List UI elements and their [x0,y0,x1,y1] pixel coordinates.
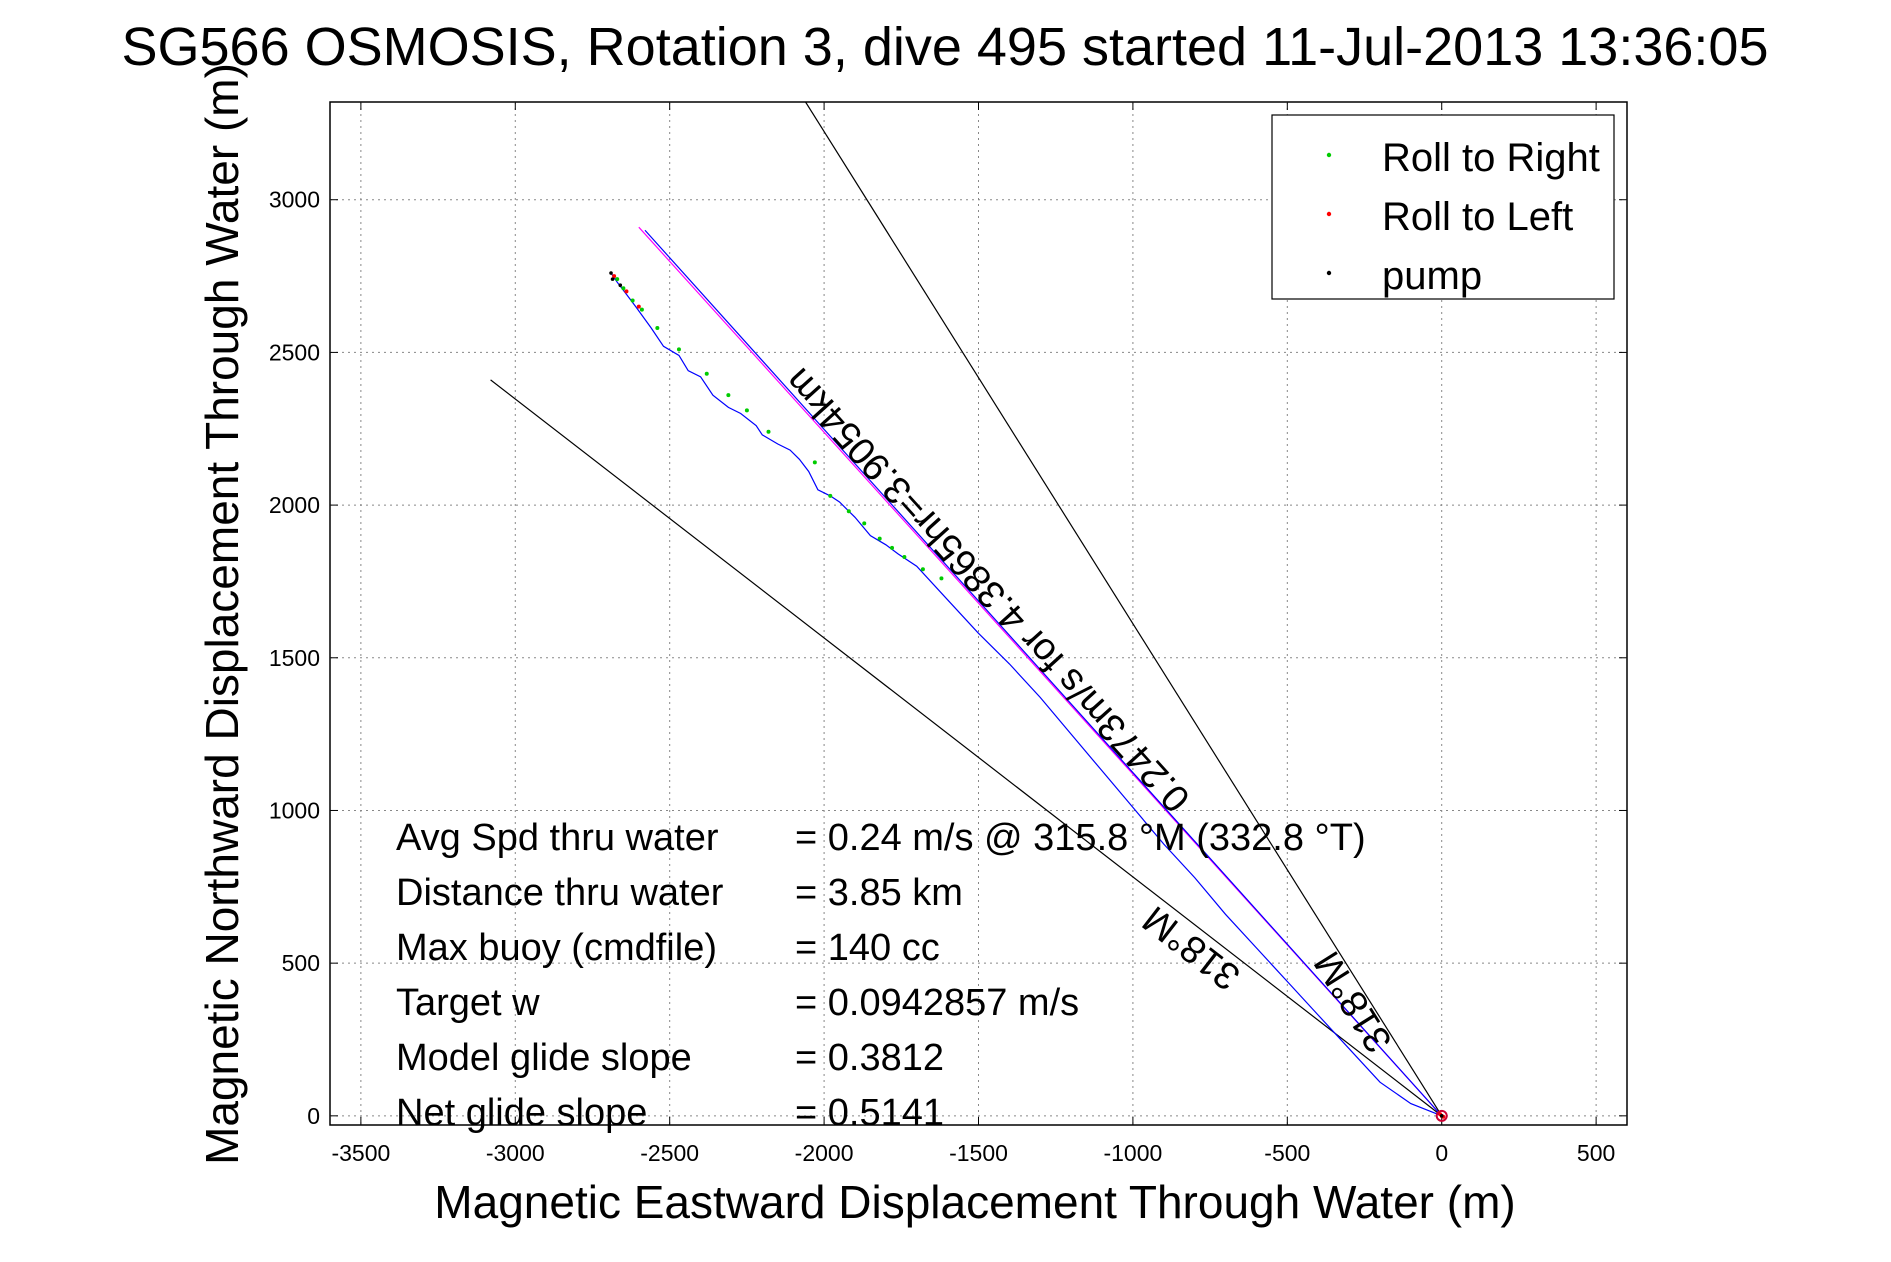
x-axis-label: Magnetic Eastward Displacement Through W… [434,1176,1515,1228]
annotation-label: Avg Spd thru water [396,817,719,859]
annotation-value: = 3.85 km [795,872,963,914]
annotation-value: = 0.24 m/s @ 315.8 °M (332.8 °T) [795,817,1366,859]
x-tick-label: 500 [1577,1140,1615,1166]
roll-right-point [902,555,907,560]
roll-right-point [939,576,944,581]
legend-marker [1326,211,1332,217]
x-tick-label: 0 [1435,1140,1448,1166]
x-tick-label: -3500 [331,1140,390,1166]
legend-marker [1326,152,1332,158]
roll-right-point [828,493,833,498]
y-tick-label: 500 [282,950,320,976]
legend: Roll to Right Roll to Left pump [1271,114,1615,300]
annotation-label: Model glide slope [396,1037,692,1079]
reference-line [490,379,1443,1117]
legend-marker [1326,270,1332,276]
roll-right-point [615,277,620,282]
roll-right-point [639,307,644,312]
y-tick-label: 3000 [269,187,320,213]
x-tick-label: -3000 [486,1140,545,1166]
glider-track [610,272,1442,1117]
reference-line [644,229,1443,1117]
roll-right-point [744,408,749,413]
roll-right-point [862,521,867,526]
roll-right-point [877,536,882,541]
x-tick-label: -500 [1264,1140,1310,1166]
pump-point [610,277,615,281]
y-tick-label: 1500 [269,645,320,671]
x-tick-label: -1000 [1103,1140,1162,1166]
pump-point [618,283,623,288]
annotation-value: = 0.0942857 m/s [795,982,1079,1024]
roll-right-point [846,509,851,514]
y-tick-label: 1000 [269,797,320,823]
y-tick-label: 2500 [269,339,320,365]
roll-right-point [890,545,895,550]
legend-label: Roll to Right [1382,136,1600,180]
annotation-value: = 0.5141 [795,1092,944,1134]
roll-right-point [630,298,635,303]
roll-left-point [612,274,617,279]
x-tick-label: -1500 [949,1140,1008,1166]
dive-origin-marker [1435,1109,1448,1122]
annotation-label: Distance thru water [396,872,724,914]
chart-title: SG566 OSMOSIS, Rotation 3, dive 495 star… [122,17,1769,77]
pump-point [1439,1114,1444,1118]
stats-annotations: Avg Spd thru water = 0.24 m/s @ 315.8 °M … [396,817,1366,1134]
roll-right-point [726,393,731,398]
roll-right-point [812,460,817,465]
annotation-label: Max buoy (cmdfile) [396,927,717,969]
y-tick-label: 0 [307,1103,320,1129]
x-tick-label: -2500 [640,1140,699,1166]
reference-line [805,102,1443,1117]
roll-right-point [920,567,925,572]
annotation-label: Net glide slope [396,1092,647,1134]
legend-label: pump [1382,254,1482,298]
roll-right-point [704,371,709,376]
roll-left-point [624,289,629,294]
y-axis-label: Magnetic Northward Displacement Through … [196,63,248,1165]
x-tick-label: -2000 [795,1140,854,1166]
pump-point [609,271,613,275]
annotation-value: = 0.3812 [795,1037,944,1079]
reference-lines [490,102,1448,1122]
roll-left-point [636,304,641,309]
y-tick-label: 2000 [269,492,320,518]
roll-right-point [766,429,771,434]
roll-right-point [655,325,660,330]
legend-box [1271,114,1615,300]
legend-label: Roll to Left [1382,195,1573,239]
annotation-label: Target w [396,982,540,1024]
roll-right-point [621,286,626,291]
roll-right-point [676,347,681,352]
annotation-value: = 140 cc [795,927,940,969]
